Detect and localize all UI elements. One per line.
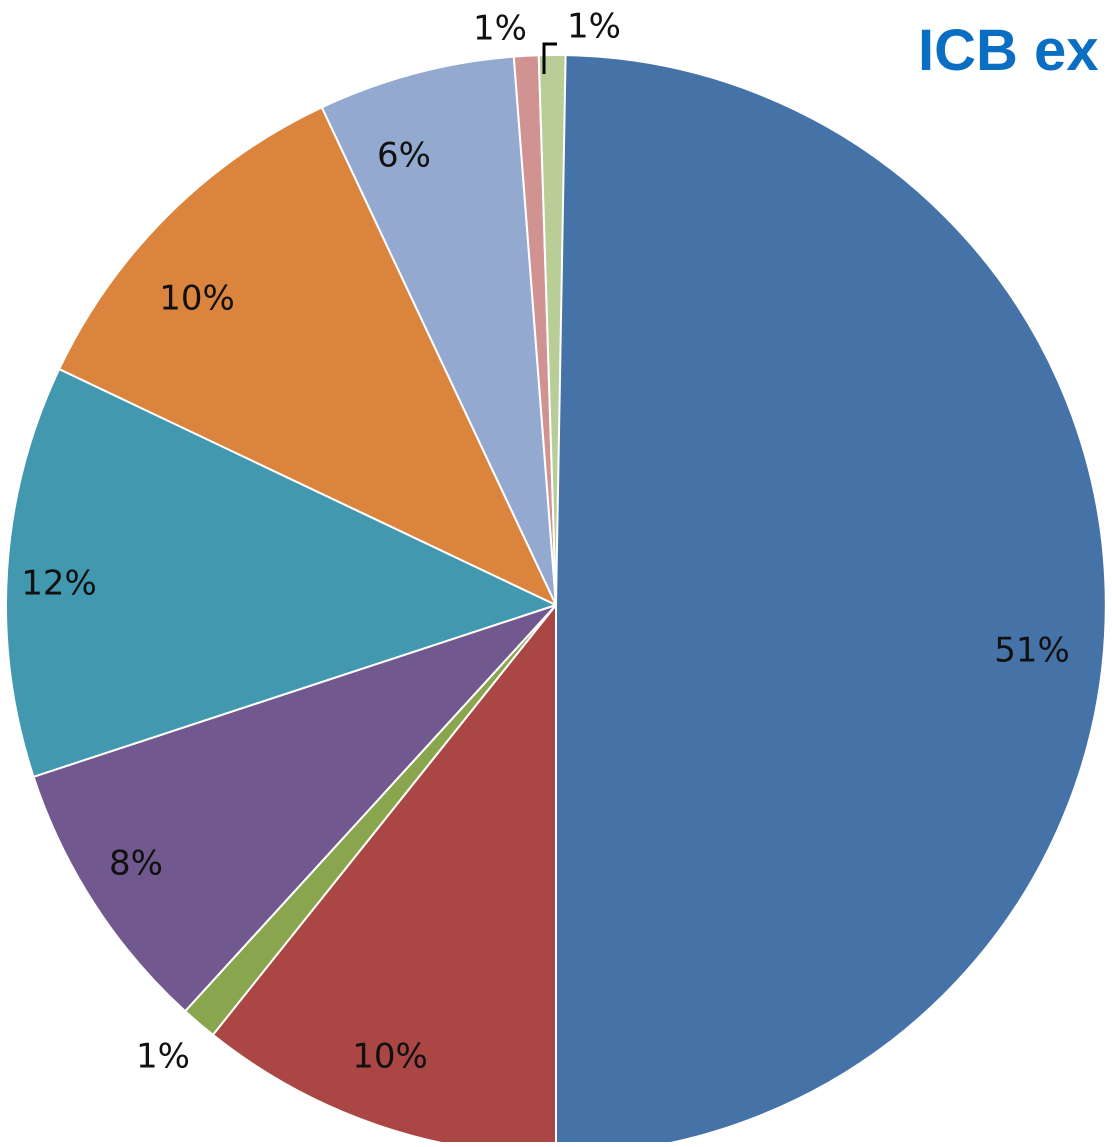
labels-layer: 51% 10% 1% 8% 12% 10% 6% 1% 1% [21, 7, 1070, 1077]
pie-slice-9 [537, 54, 567, 606]
pie-slice-7 [320, 55, 557, 606]
pie-slice-4 [32, 604, 557, 1013]
slices-layer [5, 54, 1107, 1147]
pie-slice-6 [58, 106, 557, 606]
slice-label-6: 10% [159, 279, 235, 319]
pie-slice-2 [211, 604, 557, 1147]
chart-title: ICB ex [918, 18, 1099, 83]
slice-label-7: 6% [377, 136, 431, 176]
pie-slice-1 [555, 54, 1107, 1147]
leader-lines-layer [542, 42, 557, 74]
slice-label-8: 1% [473, 9, 527, 49]
slice-label-2: 10% [352, 1037, 428, 1077]
slice-label-1: 51% [994, 631, 1070, 671]
leader-line [542, 42, 557, 74]
slice-label-3: 1% [136, 1037, 190, 1077]
slice-label-4: 8% [109, 844, 163, 884]
pie-slice-5 [5, 368, 557, 778]
slice-label-5: 12% [21, 564, 97, 604]
slice-label-9: 1% [567, 7, 621, 47]
